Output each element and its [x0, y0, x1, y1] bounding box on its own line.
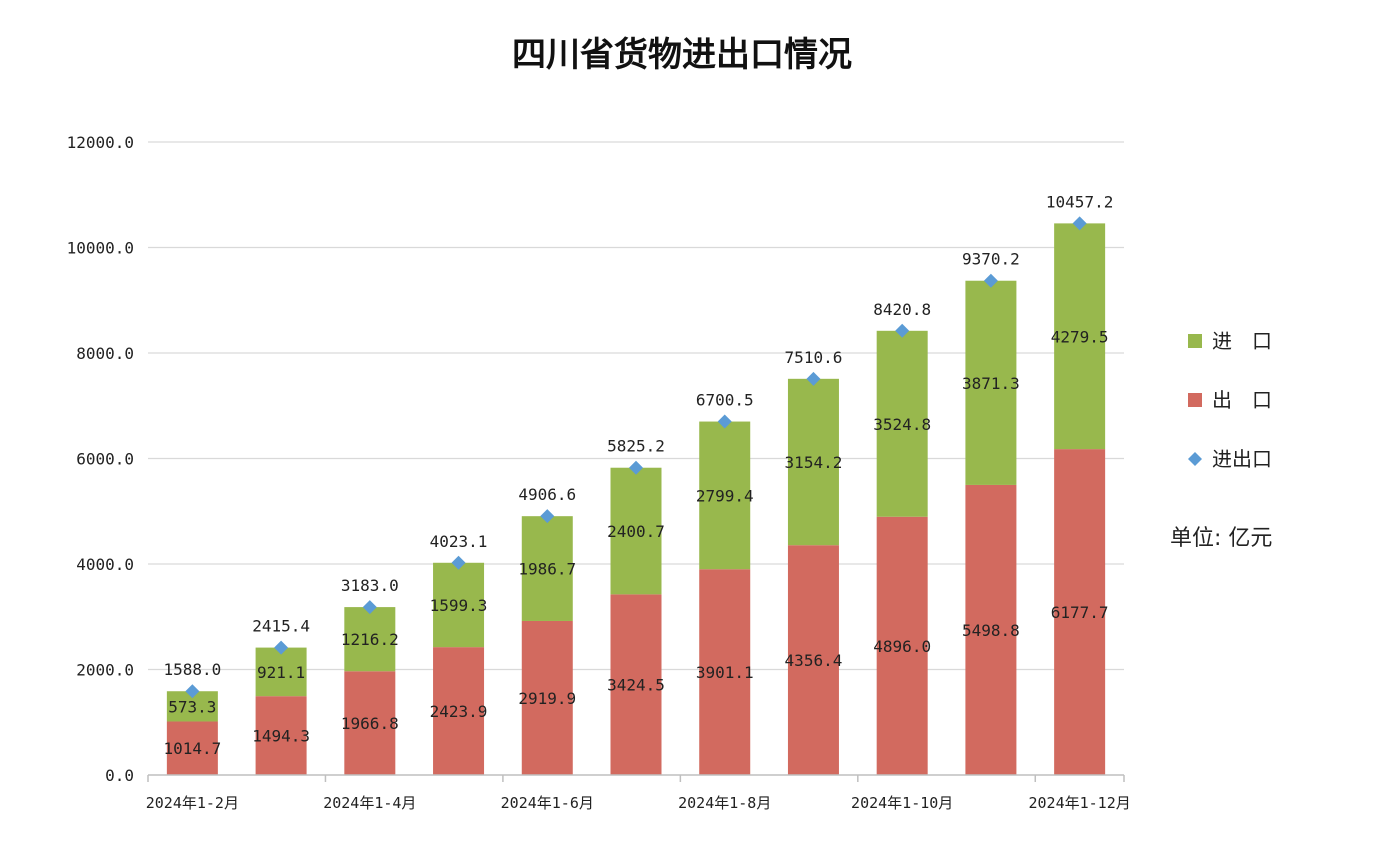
import-bar	[521, 516, 573, 621]
export-bar	[521, 620, 573, 775]
import-value-label: 921.1	[257, 663, 305, 682]
x-tick-label: 2024年1-2月	[146, 794, 239, 812]
import-bar	[965, 280, 1017, 485]
total-value-label: 7510.6	[785, 348, 843, 367]
export-value-label: 2919.9	[518, 689, 576, 708]
y-tick-label: 10000.0	[67, 239, 134, 258]
legend-label: 进 口	[1212, 329, 1272, 353]
export-value-label: 2423.9	[430, 702, 488, 721]
x-tick-label: 2024年1-10月	[851, 794, 953, 812]
y-tick-label: 6000.0	[76, 450, 134, 469]
total-value-label: 4023.1	[430, 532, 488, 551]
total-marker	[1072, 216, 1087, 231]
legend-swatch-import	[1188, 334, 1202, 348]
total-value-label: 3183.0	[341, 576, 399, 595]
total-marker	[540, 509, 555, 524]
import-value-label: 573.3	[168, 697, 216, 716]
total-value-label: 2415.4	[252, 617, 310, 636]
bars	[166, 223, 1106, 775]
export-value-label: 1494.3	[252, 727, 310, 746]
export-value-label: 5498.8	[962, 621, 1020, 640]
total-marker	[806, 371, 821, 386]
total-marker	[451, 555, 466, 570]
total-value-label: 10457.2	[1046, 192, 1113, 211]
y-tick-label: 0.0	[105, 766, 134, 785]
total-value-label: 8420.8	[873, 300, 931, 319]
export-bar	[876, 516, 928, 775]
export-bar	[1054, 449, 1106, 775]
y-tick-label: 12000.0	[67, 133, 134, 152]
total-marker	[274, 640, 289, 655]
total-value-label: 5825.2	[607, 437, 665, 456]
export-bar	[166, 721, 218, 775]
export-bar	[344, 671, 396, 775]
y-tick-label: 2000.0	[76, 661, 134, 680]
import-value-label: 2400.7	[607, 522, 665, 541]
y-axis-ticks: 0.0 2000.0 4000.0 6000.0 8000.0 10000.0 12000.…	[67, 133, 134, 785]
export-bar	[610, 594, 662, 775]
export-value-label: 1966.8	[341, 714, 399, 733]
legend-label: 出 口	[1212, 388, 1272, 412]
total-value-label: 1588.0	[163, 660, 221, 679]
import-bar	[787, 378, 839, 546]
export-value-label: 4356.4	[785, 651, 843, 670]
chart-title: 四川省货物进出口情况	[512, 35, 852, 75]
import-bar	[610, 467, 662, 595]
import-bar	[255, 647, 307, 697]
x-axis-ticks: 2024年1-2月 2024年1-4月 2024年1-6月 2024年1-8月 2024…	[146, 794, 1131, 812]
import-value-label: 3154.2	[785, 453, 843, 472]
total-marker	[717, 414, 732, 429]
import-bar	[699, 421, 751, 570]
import-value-label: 1216.2	[341, 630, 399, 649]
total-marker	[983, 273, 998, 288]
y-tick-label: 8000.0	[76, 344, 134, 363]
export-bar	[787, 545, 839, 775]
x-tick-label: 2024年1-4月	[323, 794, 416, 812]
export-bar	[255, 696, 307, 775]
export-bar	[965, 484, 1017, 775]
import-bar	[876, 330, 928, 517]
import-value-label: 1986.7	[518, 560, 576, 579]
export-value-label: 4896.0	[873, 637, 931, 656]
import-value-label: 1599.3	[430, 596, 488, 615]
import-bar	[433, 562, 485, 648]
export-value-label: 6177.7	[1051, 603, 1109, 622]
x-tick-label: 2024年1-12月	[1029, 794, 1131, 812]
total-marker	[185, 684, 200, 699]
total-markers	[185, 216, 1087, 699]
import-value-label: 2799.4	[696, 486, 754, 505]
import-value-label: 4279.5	[1051, 327, 1109, 346]
export-bar	[433, 647, 485, 775]
total-marker	[895, 323, 910, 338]
total-marker	[362, 600, 377, 615]
import-value-label: 3871.3	[962, 374, 1020, 393]
total-value-label: 9370.2	[962, 250, 1020, 269]
legend-swatch-export	[1188, 393, 1202, 407]
import-bar	[1054, 223, 1106, 450]
x-tick-label: 2024年1-8月	[678, 794, 771, 812]
export-value-label: 1014.7	[163, 739, 221, 758]
y-tick-label: 4000.0	[76, 555, 134, 574]
legend-label: 进出口	[1212, 447, 1272, 471]
data-labels: 1014.7 573.3 1588.0 1494.3 921.1 2415.4 1966.8…	[163, 192, 1113, 758]
export-bar	[699, 569, 751, 775]
total-value-label: 6700.5	[696, 391, 754, 410]
total-value-label: 4906.6	[518, 485, 576, 504]
import-bar	[344, 607, 396, 672]
x-tick-label: 2024年1-6月	[501, 794, 594, 812]
import-value-label: 3524.8	[873, 415, 931, 434]
export-value-label: 3901.1	[696, 663, 754, 682]
grid-lines	[148, 141, 1124, 671]
unit-label: 单位: 亿元	[1170, 526, 1272, 551]
total-marker	[629, 460, 643, 475]
legend-swatch-total	[1188, 452, 1202, 466]
export-value-label: 3424.5	[607, 676, 665, 695]
x-axis	[147, 774, 1125, 782]
